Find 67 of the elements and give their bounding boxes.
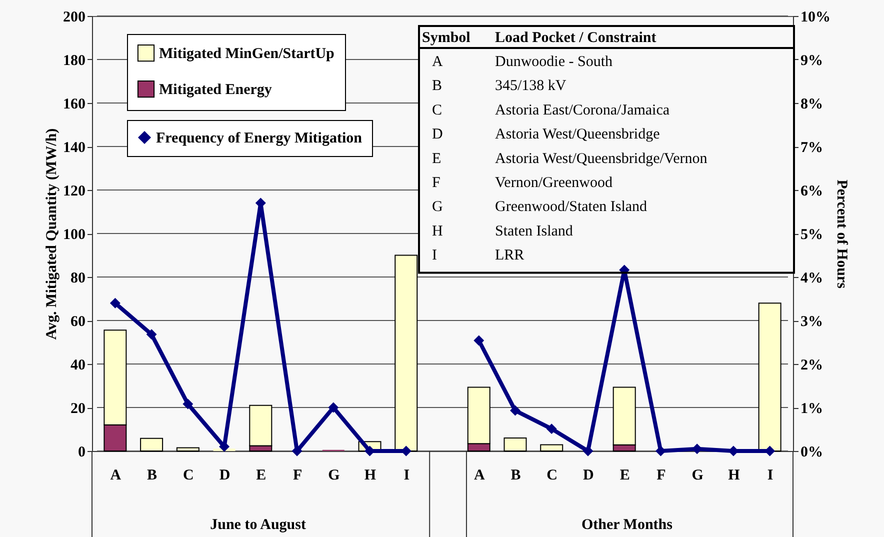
y2-tick-label: 9% — [800, 53, 823, 69]
y2-tick-label: 4% — [800, 270, 823, 286]
x-tick-label: I — [767, 468, 774, 484]
y2-tick-label: 7% — [800, 140, 823, 156]
legend-label: Mitigated Energy — [159, 82, 272, 98]
annotation: I — [432, 248, 437, 264]
annotation: Dunwoodie - South — [495, 54, 613, 70]
y-tick-label: 200 — [63, 10, 86, 26]
x-tick-label: B — [147, 468, 158, 484]
annotation: Astoria East/Corona/Jamaica — [495, 102, 670, 118]
x-tick-label: I — [404, 468, 410, 484]
annotation: G — [432, 199, 443, 216]
annotation: H — [432, 223, 443, 240]
annotation: Symbol — [422, 30, 470, 46]
y2-axis-title: Percent of Hours — [834, 180, 850, 289]
legend-label: Mitigated MinGen/StartUp — [159, 46, 334, 62]
text: June to August — [210, 517, 306, 533]
x-tick-label: B — [510, 468, 521, 484]
x-tick-label: E — [620, 468, 630, 484]
y-tick-label: 60 — [70, 314, 86, 330]
annotation: 345/138 kV — [495, 78, 566, 94]
y-tick-label: 180 — [63, 53, 86, 69]
x-tick-label: C — [183, 468, 194, 484]
y2-tick-label: 3% — [800, 314, 823, 330]
x-tick-label: D — [583, 468, 594, 484]
x-tick-label: F — [656, 468, 666, 484]
x-tick-label: G — [692, 468, 704, 484]
y2-tick-label: 2% — [800, 358, 823, 374]
annotation: E — [432, 150, 442, 167]
x-tick-label: G — [328, 468, 340, 484]
annotation: F — [432, 175, 440, 191]
text: Other Months — [581, 517, 673, 533]
annotation: Vernon/Greenwood — [495, 175, 613, 191]
annotation: Greenwood/Staten Island — [495, 199, 648, 216]
y-tick-label: 40 — [70, 358, 86, 374]
x-tick-label: A — [474, 468, 485, 484]
x-tick-label: A — [110, 468, 122, 484]
annotation: Astoria West/Queensbridge/Vernon — [495, 150, 708, 167]
y2-tick-label: 8% — [800, 96, 823, 112]
y2-tick-label: 10% — [800, 10, 830, 26]
annotation: Staten Island — [495, 223, 574, 240]
annotation: LRR — [495, 248, 524, 264]
x-tick-label: F — [292, 468, 302, 484]
y-tick-label: 100 — [63, 227, 86, 243]
y-tick-label: 20 — [70, 401, 86, 417]
x-tick-label: C — [546, 468, 558, 484]
y-tick-label: 140 — [63, 140, 86, 156]
annotation: Astoria West/Queensbridge — [495, 126, 660, 143]
x-tick-label: D — [219, 468, 230, 484]
y-tick-label: 80 — [70, 270, 86, 286]
y-tick-label: 0 — [78, 444, 86, 460]
y-tick-label: 160 — [63, 96, 86, 112]
legend-label: Frequency of Energy Mitigation — [156, 130, 363, 146]
x-tick-label: H — [728, 468, 740, 484]
annotation: D — [432, 126, 443, 143]
annotation: A — [432, 54, 443, 70]
y-axis-title: Avg. Mitigated Quantity (MW/h) — [44, 128, 60, 340]
y2-tick-label: 0% — [800, 444, 823, 460]
annotation: B — [432, 78, 442, 94]
annotation: C — [432, 102, 442, 118]
y2-tick-label: 1% — [800, 401, 823, 417]
annotation: Load Pocket / Constraint — [495, 30, 656, 46]
y-tick-label: 120 — [63, 184, 86, 200]
x-tick-label: E — [256, 468, 266, 484]
y2-tick-label: 5% — [800, 227, 823, 243]
y2-tick-label: 6% — [800, 184, 823, 200]
x-tick-label: H — [364, 468, 376, 484]
